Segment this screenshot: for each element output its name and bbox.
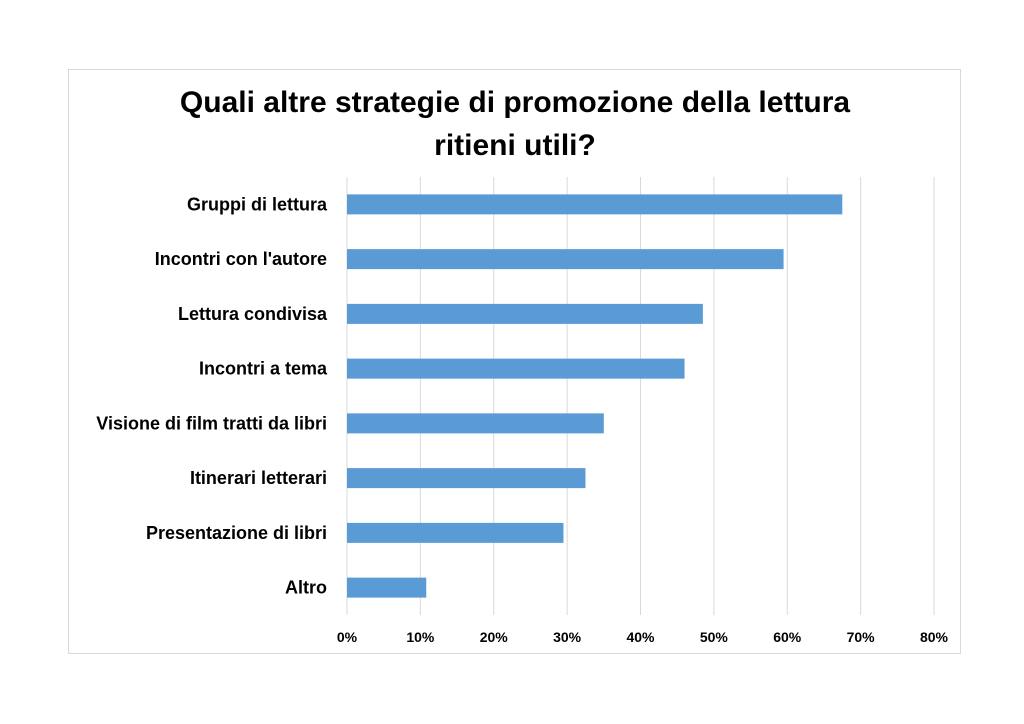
bar [347,249,784,270]
bar [347,194,843,215]
x-tick-label: 80% [920,629,949,645]
category-label: Incontri a tema [199,359,328,379]
x-tick-label: 70% [847,629,876,645]
chart-title-line-2: ritieni utili? [434,129,596,162]
x-tick-label: 30% [553,629,582,645]
category-label: Presentazione di libri [146,523,327,543]
x-tick-label: 20% [480,629,509,645]
category-label: Incontri con l'autore [155,249,327,269]
chart-title-line-1: Quali altre strategie di promozione dell… [180,86,850,119]
x-tick-label: 0% [337,629,358,645]
category-label: Visione di film tratti da libri [96,413,327,433]
bar [347,577,427,598]
bar [347,468,586,489]
category-labels: Gruppi di lettura Incontri con l'autore Le… [96,194,328,597]
category-label: Gruppi di lettura [187,194,328,214]
category-label: Lettura condivisa [178,304,328,324]
x-tick-label: 40% [626,629,655,645]
bar [347,358,685,379]
chart-frame: Quali altre strategie di promozione dell… [68,69,961,654]
bars [347,194,843,598]
category-label: Itinerari letterari [190,468,327,488]
x-tick-label: 10% [406,629,435,645]
bar-chart: Quali altre strategie di promozione dell… [96,86,949,645]
bar [347,522,564,543]
bar [347,413,604,434]
category-label: Altro [285,578,327,598]
x-tick-label: 60% [773,629,802,645]
grid-lines [346,177,935,615]
x-tick-labels: 0% 10% 20% 30% 40% 50% 60% 70% 80% [337,629,949,645]
bar [347,303,703,324]
x-tick-label: 50% [700,629,729,645]
